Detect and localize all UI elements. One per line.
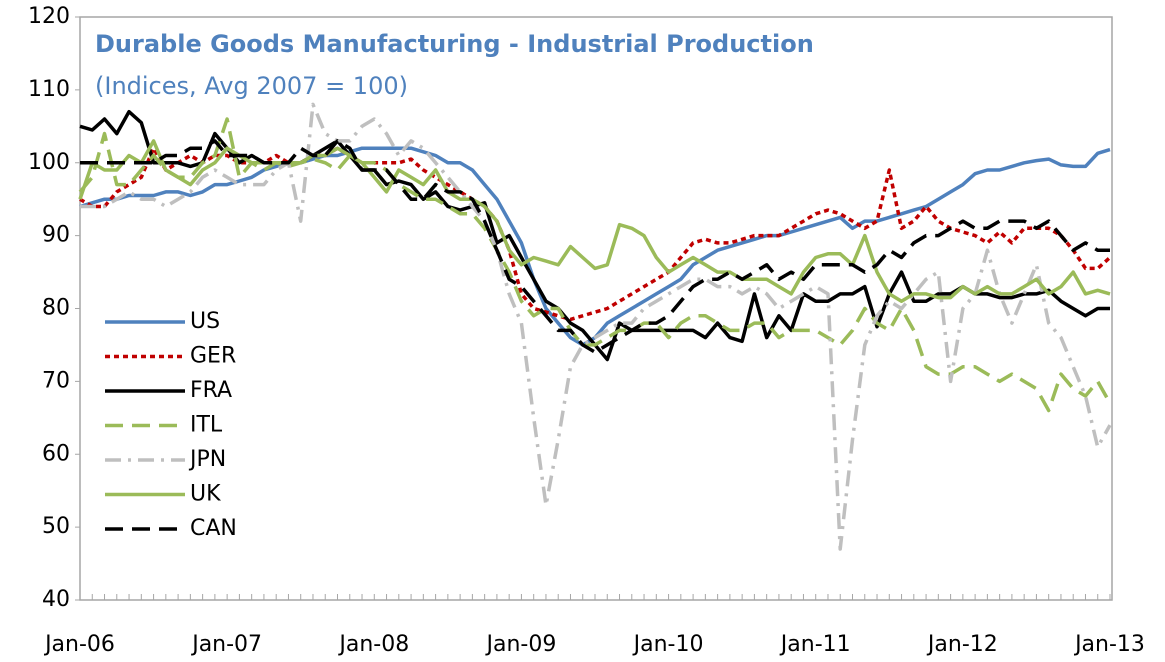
x-tick-label: Jan-10: [632, 632, 704, 657]
plot-area: [79, 16, 1113, 601]
x-tick-label: Jan-11: [779, 632, 851, 657]
x-tick-label: Jan-07: [190, 632, 262, 657]
legend-label: CAN: [190, 516, 237, 541]
y-tick-label: 40: [42, 587, 70, 612]
y-tick-label: 80: [42, 296, 70, 321]
y-tick-label: 70: [42, 368, 70, 393]
x-tick-label: Jan-12: [926, 632, 998, 657]
x-tick-label: Jan-09: [484, 632, 556, 657]
series-line: [78, 139, 1111, 303]
y-tick-label: 60: [42, 441, 70, 466]
legend-label: FRA: [190, 378, 232, 403]
legend-label: JPN: [188, 447, 226, 472]
x-tick-label: Jan-08: [337, 632, 409, 657]
y-tick-label: 100: [28, 150, 70, 175]
y-tick-label: 90: [42, 223, 70, 248]
chart-title: Durable Goods Manufacturing - Industrial…: [95, 30, 814, 58]
legend-label: GER: [190, 344, 236, 369]
y-tick-label: 50: [42, 514, 70, 539]
y-tick-label: 120: [28, 4, 70, 29]
chart-subtitle: (Indices, Avg 2007 = 100): [95, 72, 408, 100]
series-line: [80, 139, 1110, 354]
legend-label: US: [190, 309, 220, 334]
series-line: [80, 102, 1112, 551]
y-tick-label: 110: [28, 77, 70, 102]
legend-label: ITL: [190, 413, 223, 438]
legend-label: UK: [190, 482, 221, 507]
x-tick-label: Jan-06: [43, 632, 115, 657]
x-tick-label: Jan-13: [1073, 632, 1145, 657]
